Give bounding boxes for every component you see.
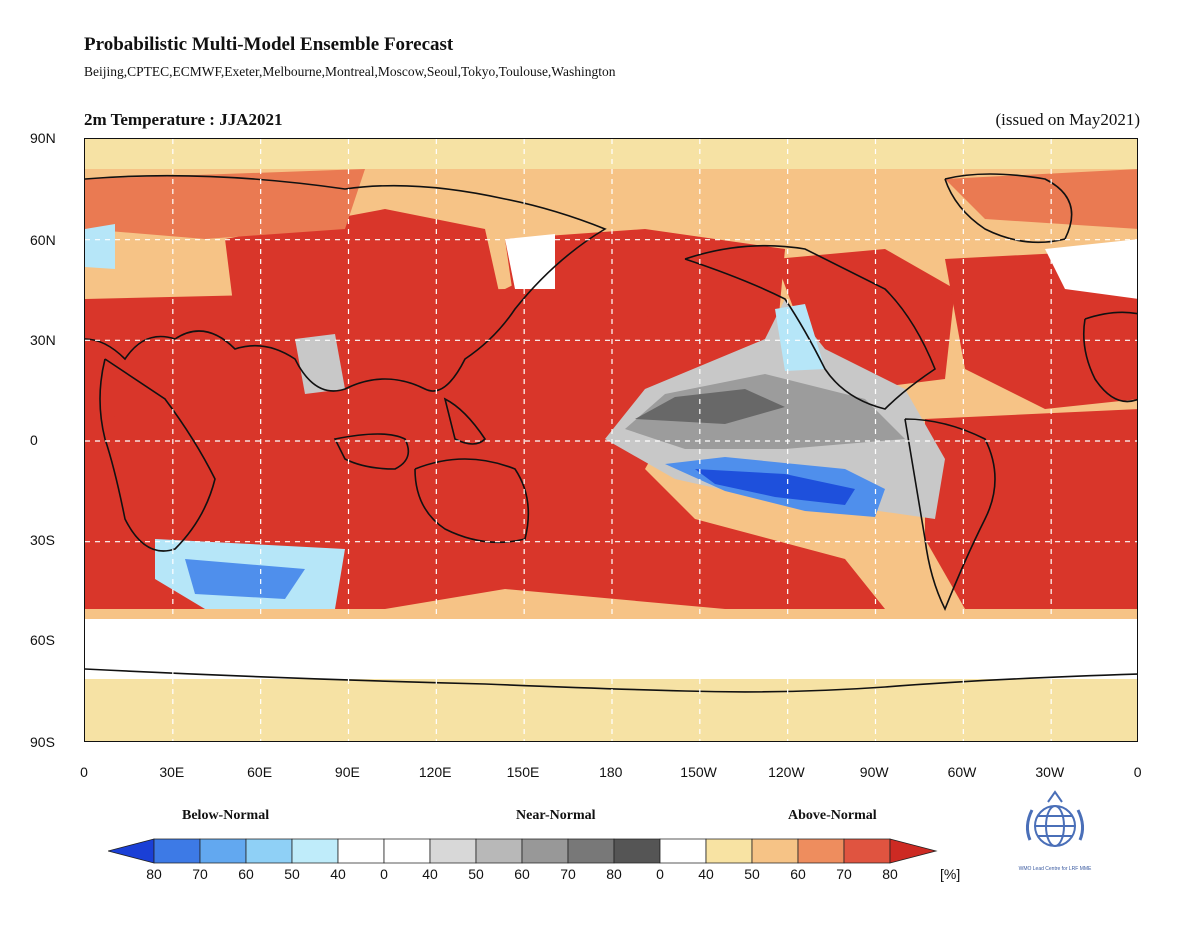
legend-swatch — [889, 838, 938, 864]
percent-unit: [%] — [940, 866, 961, 882]
lon-label: 30W — [1035, 764, 1065, 780]
legend-tick-label: 70 — [192, 866, 208, 882]
legend-swatch — [751, 838, 799, 864]
legend-swatch — [291, 838, 339, 864]
below-normal-core — [695, 469, 855, 505]
legend-tick-label: 0 — [656, 866, 664, 882]
legend-swatch — [108, 838, 155, 864]
lon-label: 150W — [680, 764, 717, 780]
legend-swatch — [659, 838, 707, 864]
wmo-logo — [1025, 790, 1085, 847]
lon-label: 60W — [947, 764, 977, 780]
legend-swatch — [383, 838, 431, 864]
legend-swatch — [475, 838, 523, 864]
cool-core-south-indian — [185, 559, 305, 599]
warm-region-greenland — [945, 169, 1137, 229]
contributing-centres: Beijing,CPTEC,ECMWF,Exeter,Melbourne,Mon… — [84, 64, 616, 79]
coastline — [99, 358, 216, 552]
lon-label: 120E — [418, 764, 452, 780]
legend-swatch — [567, 838, 615, 864]
legend-near-normal: Near-Normal — [516, 808, 596, 823]
legend-swatch — [337, 838, 385, 864]
map-title: 2m Temperature : JJA2021 — [84, 110, 283, 129]
cool-patch-scandinavia — [85, 224, 115, 269]
legend-tick-label: 60 — [790, 866, 806, 882]
color-scale-bar — [108, 838, 938, 864]
legend-tick-label: 40 — [422, 866, 438, 882]
lon-label: 90E — [334, 764, 360, 780]
legend-below-normal: Below-Normal — [182, 808, 270, 823]
legend-tick-label: 80 — [882, 866, 898, 882]
near-normal-kamchatka — [505, 234, 555, 289]
legend-tick-label: 50 — [468, 866, 484, 882]
lat-label: 30S — [30, 532, 55, 548]
lat-label: 60S — [30, 632, 55, 648]
legend-swatch — [521, 838, 569, 864]
legend-swatch — [705, 838, 753, 864]
lat-label: 60N — [30, 232, 56, 248]
warm-region-arctic-eurasia — [85, 169, 365, 239]
coastline — [333, 433, 410, 470]
legend-swatch — [797, 838, 845, 864]
coastline — [684, 244, 936, 410]
legend-tick-label: 60 — [238, 866, 254, 882]
logo-caption: WMO Lead Centre for LRF MME — [1018, 866, 1092, 872]
legend-swatch — [613, 838, 661, 864]
coastline — [904, 418, 996, 611]
legend-tick-label: 60 — [514, 866, 530, 882]
coastlines — [85, 173, 1137, 693]
lat-label: 30N — [30, 332, 56, 348]
legend-swatch — [429, 838, 477, 864]
legend-swatch — [245, 838, 293, 864]
probability-fields — [85, 169, 1137, 741]
legend-tick-label: 40 — [330, 866, 346, 882]
lon-label: 0 — [80, 764, 88, 780]
coastline — [85, 174, 607, 392]
legend-tick-label: 80 — [606, 866, 622, 882]
warm-region-north-america — [775, 249, 955, 389]
lon-label: 180 — [599, 764, 623, 780]
lon-label: 120W — [768, 764, 805, 780]
legend-tick-label: 70 — [836, 866, 852, 882]
probability-map-svg — [85, 139, 1137, 741]
lat-label: 90S — [30, 734, 55, 750]
legend-tick-label: 70 — [560, 866, 576, 882]
legend-tick-label: 0 — [380, 866, 388, 882]
near-normal-dark-core — [635, 389, 785, 424]
coastline — [414, 458, 530, 544]
figure-title: Probabilistic Multi-Model Ensemble Forec… — [84, 34, 454, 55]
graticule — [85, 139, 1137, 741]
legend-swatch — [843, 838, 891, 864]
legend-swatch — [199, 838, 247, 864]
legend-tick-label: 50 — [744, 866, 760, 882]
coastline — [85, 668, 1137, 693]
legend-tick-label: 50 — [284, 866, 300, 882]
warm-region-africa — [85, 409, 215, 499]
coastline — [944, 173, 1073, 244]
lon-label: 0 — [1133, 764, 1142, 780]
lon-label: 60E — [247, 764, 273, 780]
lon-label: 30E — [159, 764, 185, 780]
legend-swatch — [153, 838, 201, 864]
coastline — [1082, 311, 1137, 403]
issued-date: (issued on May2021) — [995, 110, 1140, 129]
warm-region-asia — [225, 209, 505, 379]
lat-label: 90N — [30, 130, 56, 146]
legend-tick-label: 40 — [698, 866, 714, 882]
legend-tick-label: 80 — [146, 866, 162, 882]
forecast-map — [84, 138, 1138, 742]
lon-label: 90W — [859, 764, 889, 780]
near-normal-eastern-europe — [1045, 239, 1137, 299]
legend-above-normal: Above-Normal — [788, 808, 877, 823]
coastline — [443, 397, 487, 445]
warm-region-south-atlantic — [925, 409, 1137, 609]
lon-label: 150E — [506, 764, 540, 780]
lat-label: 0 — [30, 432, 38, 448]
